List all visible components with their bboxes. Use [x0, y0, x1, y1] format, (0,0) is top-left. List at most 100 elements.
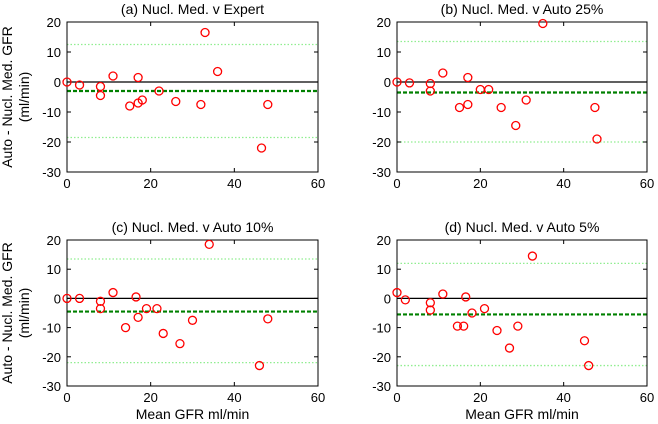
- data-point: [425, 86, 435, 96]
- data-point: [425, 78, 435, 89]
- x-tick-label: 60: [311, 390, 325, 405]
- data-point: [62, 293, 72, 304]
- data-point: [158, 328, 168, 339]
- data-point: [204, 239, 214, 250]
- data-point: [108, 71, 118, 81]
- data-point: [496, 102, 506, 113]
- data-point: [527, 251, 538, 261]
- data-point: [95, 303, 106, 314]
- y-tick-label: -30: [372, 379, 391, 394]
- chart-title: (c) Nucl. Med. v Auto 10%: [112, 219, 274, 235]
- x-tick-label: 60: [640, 176, 654, 191]
- data-point: [133, 312, 143, 323]
- y-tick-label: -10: [42, 105, 61, 120]
- y-tick-label: -10: [372, 321, 391, 336]
- y-tick-label: -30: [42, 165, 61, 180]
- data-point: [74, 293, 85, 304]
- axes-box: [66, 21, 319, 173]
- data-point: [263, 99, 273, 110]
- data-point: [95, 90, 106, 101]
- data-point: [459, 321, 469, 331]
- y-tick-label: 0: [54, 75, 61, 90]
- data-point: [467, 308, 477, 318]
- x-tick-label: 20: [143, 390, 157, 405]
- data-point: [425, 298, 435, 308]
- y-tick-label: -10: [372, 105, 391, 120]
- y-tick-label: 10: [377, 45, 391, 60]
- x-tick-label: 0: [63, 176, 70, 191]
- y-tick-label: 20: [377, 15, 391, 30]
- y-axis-label: (ml/min): [16, 72, 32, 123]
- data-point: [263, 314, 273, 324]
- y-tick-label: 0: [384, 75, 391, 90]
- data-point: [438, 68, 448, 78]
- data-point: [62, 77, 72, 87]
- data-point: [154, 86, 164, 96]
- y-tick-label: 0: [384, 291, 391, 306]
- data-point: [492, 325, 502, 336]
- y-tick-label: -20: [372, 135, 391, 150]
- data-point: [438, 289, 448, 299]
- y-tick-label: -20: [42, 350, 61, 365]
- x-tick-label: 0: [393, 390, 400, 405]
- data-point: [392, 77, 402, 87]
- y-axis-label: Auto - Nucl. Med. GFR: [0, 26, 15, 168]
- x-tick-label: 60: [640, 390, 654, 405]
- axes-box: [396, 21, 648, 173]
- data-point: [254, 360, 265, 371]
- data-point: [95, 296, 106, 306]
- data-point: [538, 18, 548, 29]
- y-tick-label: 20: [47, 233, 61, 248]
- x-tick-label: 40: [227, 176, 241, 191]
- x-tick-label: 20: [473, 390, 487, 405]
- x-tick-label: 40: [556, 390, 570, 405]
- chart-title: (d) Nucl. Med. v Auto 5%: [445, 219, 600, 235]
- y-tick-label: -30: [372, 165, 391, 180]
- data-point: [400, 295, 410, 305]
- y-tick-label: -20: [372, 350, 391, 365]
- data-point: [511, 120, 521, 131]
- data-point: [200, 27, 210, 38]
- data-point: [404, 78, 415, 88]
- y-tick-label: 10: [47, 45, 61, 60]
- data-point: [513, 321, 523, 331]
- data-point: [137, 95, 147, 105]
- data-point: [504, 343, 515, 353]
- data-point: [484, 84, 494, 95]
- data-point: [463, 99, 473, 110]
- chart-title: (a) Nucl. Med. v Expert: [121, 1, 264, 17]
- y-axis-label: Auto - Nucl. Med. GFR: [0, 242, 15, 384]
- data-point: [187, 315, 198, 325]
- data-point: [108, 287, 118, 298]
- data-point: [141, 303, 152, 314]
- data-point: [175, 339, 185, 349]
- data-point: [74, 80, 85, 90]
- data-point: [133, 72, 143, 83]
- x-tick-label: 0: [63, 390, 70, 405]
- x-tick-label: 60: [311, 176, 325, 191]
- data-point: [579, 336, 590, 346]
- y-tick-label: -10: [42, 321, 61, 336]
- y-tick-label: 20: [377, 233, 391, 248]
- data-point: [592, 134, 602, 144]
- x-tick-label: 40: [227, 390, 241, 405]
- data-point: [454, 102, 465, 113]
- data-point: [125, 101, 135, 111]
- x-tick-label: 20: [473, 176, 487, 191]
- y-tick-label: 10: [47, 262, 61, 277]
- data-point: [584, 360, 594, 371]
- chart-title: (b) Nucl. Med. v Auto 25%: [441, 1, 604, 17]
- x-tick-label: 20: [143, 176, 157, 191]
- data-point: [461, 292, 471, 302]
- data-point: [120, 322, 131, 333]
- data-point: [131, 292, 141, 302]
- x-axis-label: Mean GFR ml/min: [465, 406, 579, 422]
- x-tick-label: 0: [393, 176, 400, 191]
- x-axis-label: Mean GFR ml/min: [136, 406, 250, 422]
- y-tick-label: -30: [42, 379, 61, 394]
- data-point: [95, 81, 106, 92]
- axes-box: [66, 239, 319, 387]
- data-point: [521, 95, 531, 105]
